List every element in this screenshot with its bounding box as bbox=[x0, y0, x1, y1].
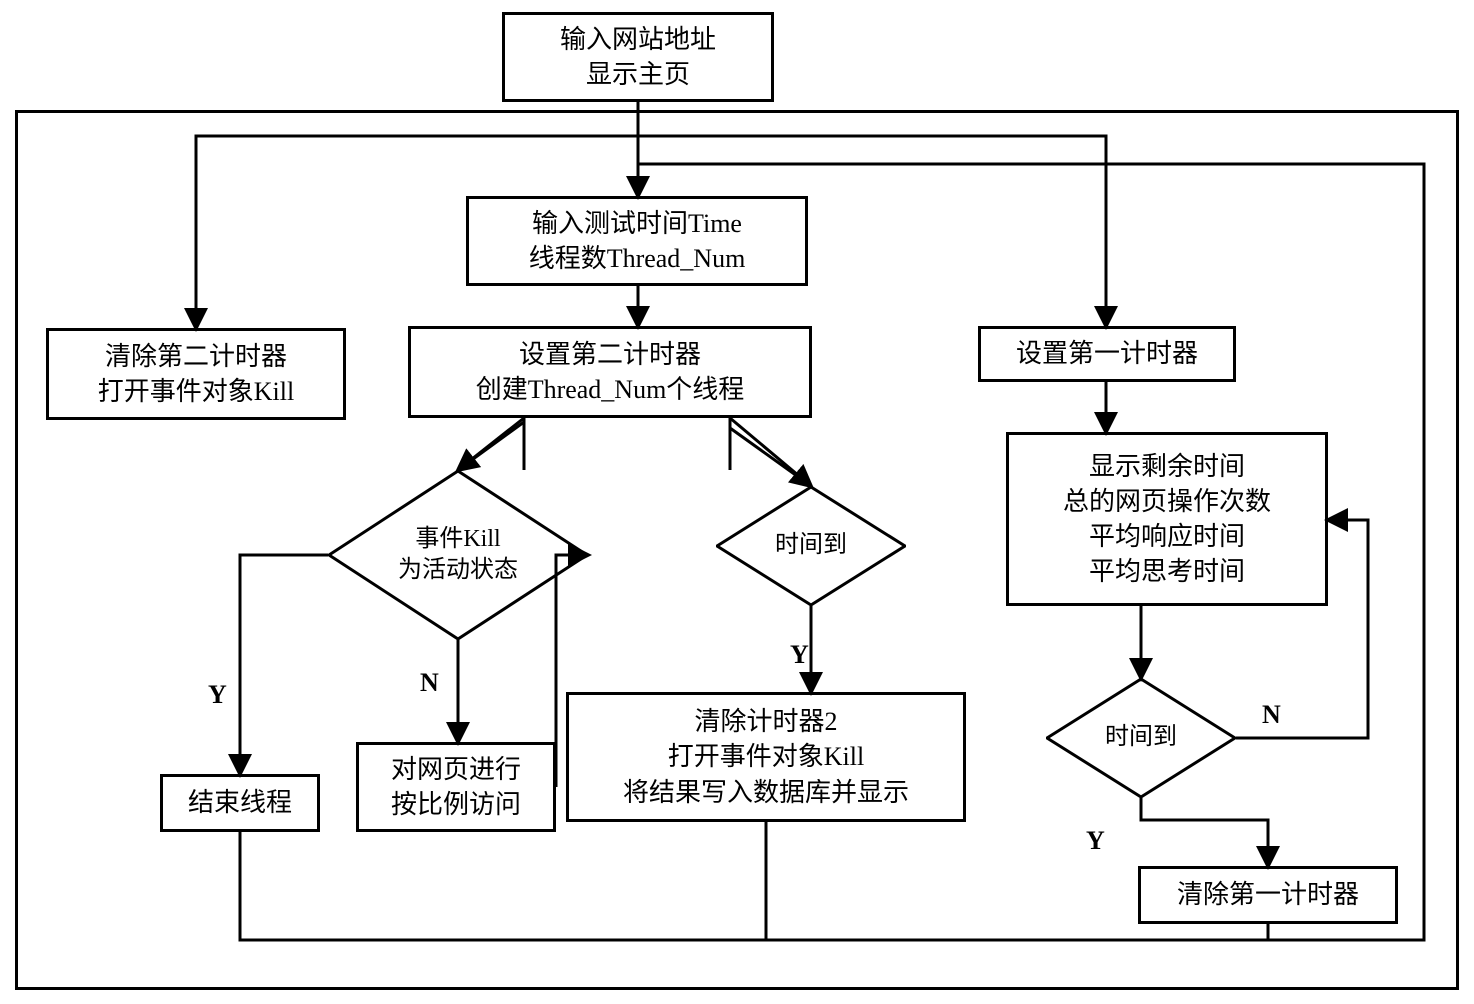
node-text: 结束线程 bbox=[188, 785, 292, 820]
node-text: 输入网站地址 显示主页 bbox=[560, 22, 716, 92]
node-text: 时间到 bbox=[775, 530, 847, 561]
node-clear-timer2a: 清除第二计时器 打开事件对象Kill bbox=[46, 328, 346, 420]
node-text: 清除第二计时器 打开事件对象Kill bbox=[98, 339, 294, 409]
node-text: 清除计时器2 打开事件对象Kill 将结果写入数据库并显示 bbox=[623, 704, 909, 809]
node-text: 时间到 bbox=[1105, 722, 1177, 753]
label-n: N bbox=[1262, 700, 1281, 730]
decision-time-up-2: 时间到 bbox=[1046, 678, 1236, 798]
node-visit: 对网页进行 按比例访问 bbox=[356, 742, 556, 832]
node-end-thread: 结束线程 bbox=[160, 774, 320, 832]
node-set-timer2: 设置第二计时器 创建Thread_Num个线程 bbox=[408, 326, 812, 418]
label-n: N bbox=[420, 668, 439, 698]
label-y: Y bbox=[790, 640, 809, 670]
node-display: 显示剩余时间 总的网页操作次数 平均响应时间 平均思考时间 bbox=[1006, 432, 1328, 606]
node-text: 事件Kill 为活动状态 bbox=[398, 524, 518, 586]
decision-time-up-1: 时间到 bbox=[716, 486, 906, 606]
node-text: 设置第一计时器 bbox=[1016, 336, 1198, 371]
node-text: 对网页进行 按比例访问 bbox=[391, 752, 521, 822]
node-clear-timer1: 清除第一计时器 bbox=[1138, 866, 1398, 924]
node-input-time: 输入测试时间Time 线程数Thread_Num bbox=[466, 196, 808, 286]
decision-kill-active: 事件Kill 为活动状态 bbox=[328, 470, 588, 640]
label-y: Y bbox=[1086, 826, 1105, 856]
label-y: Y bbox=[208, 680, 227, 710]
node-text: 清除第一计时器 bbox=[1177, 877, 1359, 912]
node-set-timer1: 设置第一计时器 bbox=[978, 326, 1236, 382]
flowchart-canvas: 输入网站地址 显示主页 输入测试时间Time 线程数Thread_Num 清除第… bbox=[0, 0, 1474, 1004]
node-input-url: 输入网站地址 显示主页 bbox=[502, 12, 774, 102]
node-clear-timer2b: 清除计时器2 打开事件对象Kill 将结果写入数据库并显示 bbox=[566, 692, 966, 822]
node-text: 输入测试时间Time 线程数Thread_Num bbox=[529, 206, 746, 276]
node-text: 设置第二计时器 创建Thread_Num个线程 bbox=[476, 337, 745, 407]
node-text: 显示剩余时间 总的网页操作次数 平均响应时间 平均思考时间 bbox=[1063, 449, 1271, 589]
